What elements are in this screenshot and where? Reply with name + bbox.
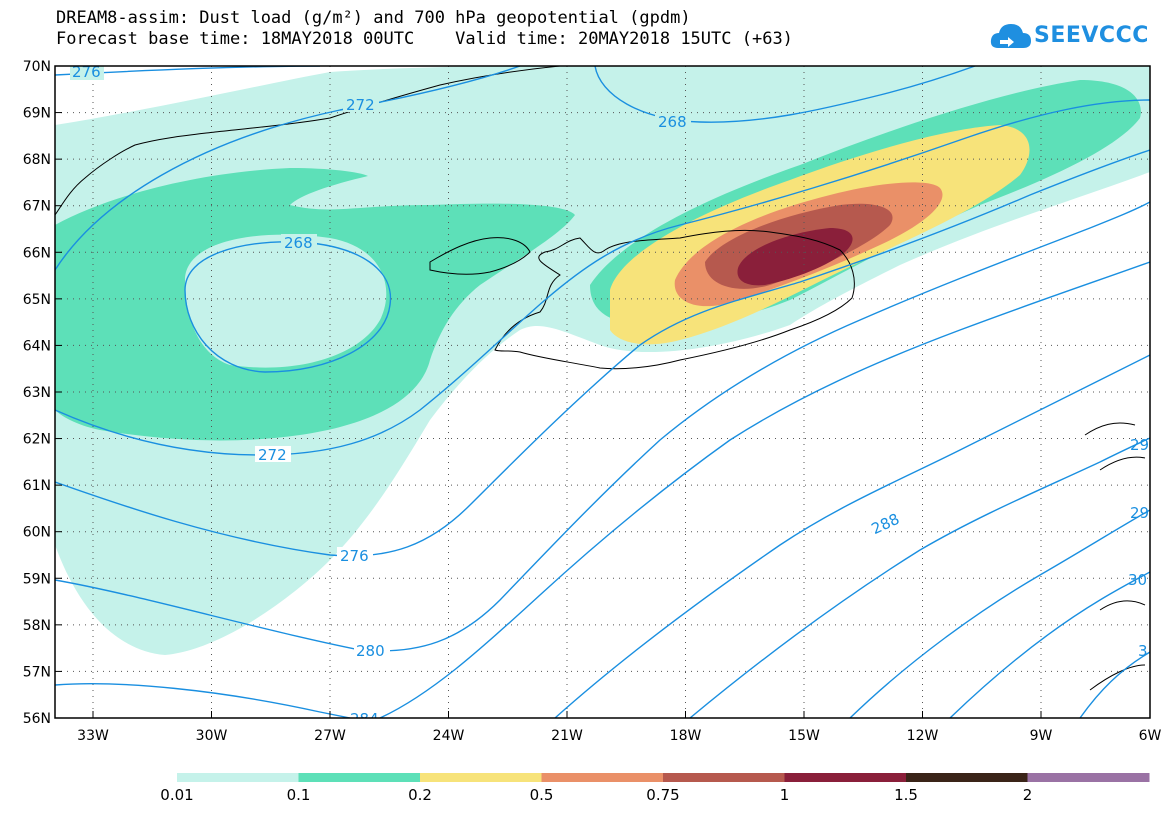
lon-label: 6W [1139,728,1162,744]
longitude-labels: 33W 30W 27W 24W 21W 18W 15W 12W 9W 6W [77,728,1161,744]
colorbar-segment [784,773,907,782]
lat-label: 68N [23,152,51,168]
lon-label: 24W [433,728,465,744]
lat-label: 63N [23,385,51,401]
contour-296 [849,509,1150,718]
lat-label: 65N [23,292,51,308]
lat-label: 57N [23,664,51,680]
colorbar-label: 0.01 [160,786,194,804]
lat-label: 59N [23,571,51,587]
contour-label: 29 [1130,436,1149,454]
seevccc-logo: SEEVCCC [990,18,1165,58]
colorbar-segment [541,773,664,782]
dust-area-level-2-west [55,168,575,441]
contour-label-group: 276 272 268 268 272 276 280 284 288 29 2… [70,63,1149,728]
colorbar-label: 0.1 [286,786,311,804]
colorbar-segment [298,773,421,782]
title-line-2: Forecast base time: 18MAY2018 00UTC Vali… [56,29,793,49]
lon-label: 18W [670,728,702,744]
cloud-icon [990,24,1031,48]
contour-label: 268 [284,234,313,252]
contour-284 [55,683,351,718]
contour-label: 3 [1138,642,1148,660]
faroe-shetland-coast [1084,422,1146,691]
lat-label: 56N [23,711,51,727]
colorbar-label: 0.2 [408,786,432,804]
contour-268-low [184,241,392,373]
axis-ticks [55,65,1151,719]
contour-label: 272 [346,96,375,114]
lat-label: 62N [23,432,51,448]
contour-272-north [55,66,521,271]
coastlines [55,66,1146,691]
contour-288 [554,354,1150,718]
greenland-coast [55,66,561,216]
lon-label: 9W [1030,728,1053,744]
contour-268-northeast [594,66,976,123]
lon-label: 21W [551,728,583,744]
colorbar-label: 0.5 [529,786,554,804]
lon-label: 27W [314,728,346,744]
contour-300 [949,571,1150,718]
lat-label: 66N [23,245,51,261]
lon-label: 15W [788,728,820,744]
contour-276 [55,149,1150,557]
contour-280 [55,201,1150,652]
lon-label: 33W [77,728,109,744]
iceland-coast [494,229,855,370]
lat-label: 58N [23,618,51,634]
title-line-1: DREAM8-assim: Dust load (g/m²) and 700 h… [56,8,691,28]
lat-label: 70N [23,59,51,75]
contour-284-b [379,261,1150,718]
contour-292 [689,437,1150,718]
lon-label: 30W [196,728,228,744]
logo-text: SEEVCCC [1034,23,1149,48]
lat-label: 64N [23,338,51,354]
colorbar-segment [906,773,1028,782]
contour-label: 284 [350,710,379,728]
colorbar [177,773,1150,782]
contour-label: 276 [340,547,369,565]
colorbar-label: 2 [1022,786,1033,804]
dust-area-level-6 [737,228,853,286]
contour-label: 29 [1130,504,1149,522]
latitude-labels: 70N 69N 68N 67N 66N 65N 64N 63N 62N 61N 60N 59N 58N 5… [23,59,51,727]
lat-label: 69N [23,106,51,122]
map-grid [55,66,1150,718]
colorbar-label: 0.75 [646,786,680,804]
contour-label: 30 [1128,571,1147,589]
lon-label: 12W [907,728,939,744]
colorbar-label: 1 [779,786,790,804]
iceland-westfjords [429,237,531,275]
colorbar-segment [663,773,785,782]
contour-304 [1079,651,1150,718]
colorbar-label: 1.5 [894,786,918,804]
colorbar-segment [177,773,299,782]
contour-label: 268 [658,113,687,131]
colorbar-segment [420,773,542,782]
contour-label: 272 [258,446,287,464]
contour-label: 276 [72,63,101,81]
contour-label: 280 [356,642,385,660]
lat-label: 60N [23,525,51,541]
lat-label: 67N [23,199,51,215]
colorbar-segment [1027,773,1150,782]
lat-label: 61N [23,478,51,494]
